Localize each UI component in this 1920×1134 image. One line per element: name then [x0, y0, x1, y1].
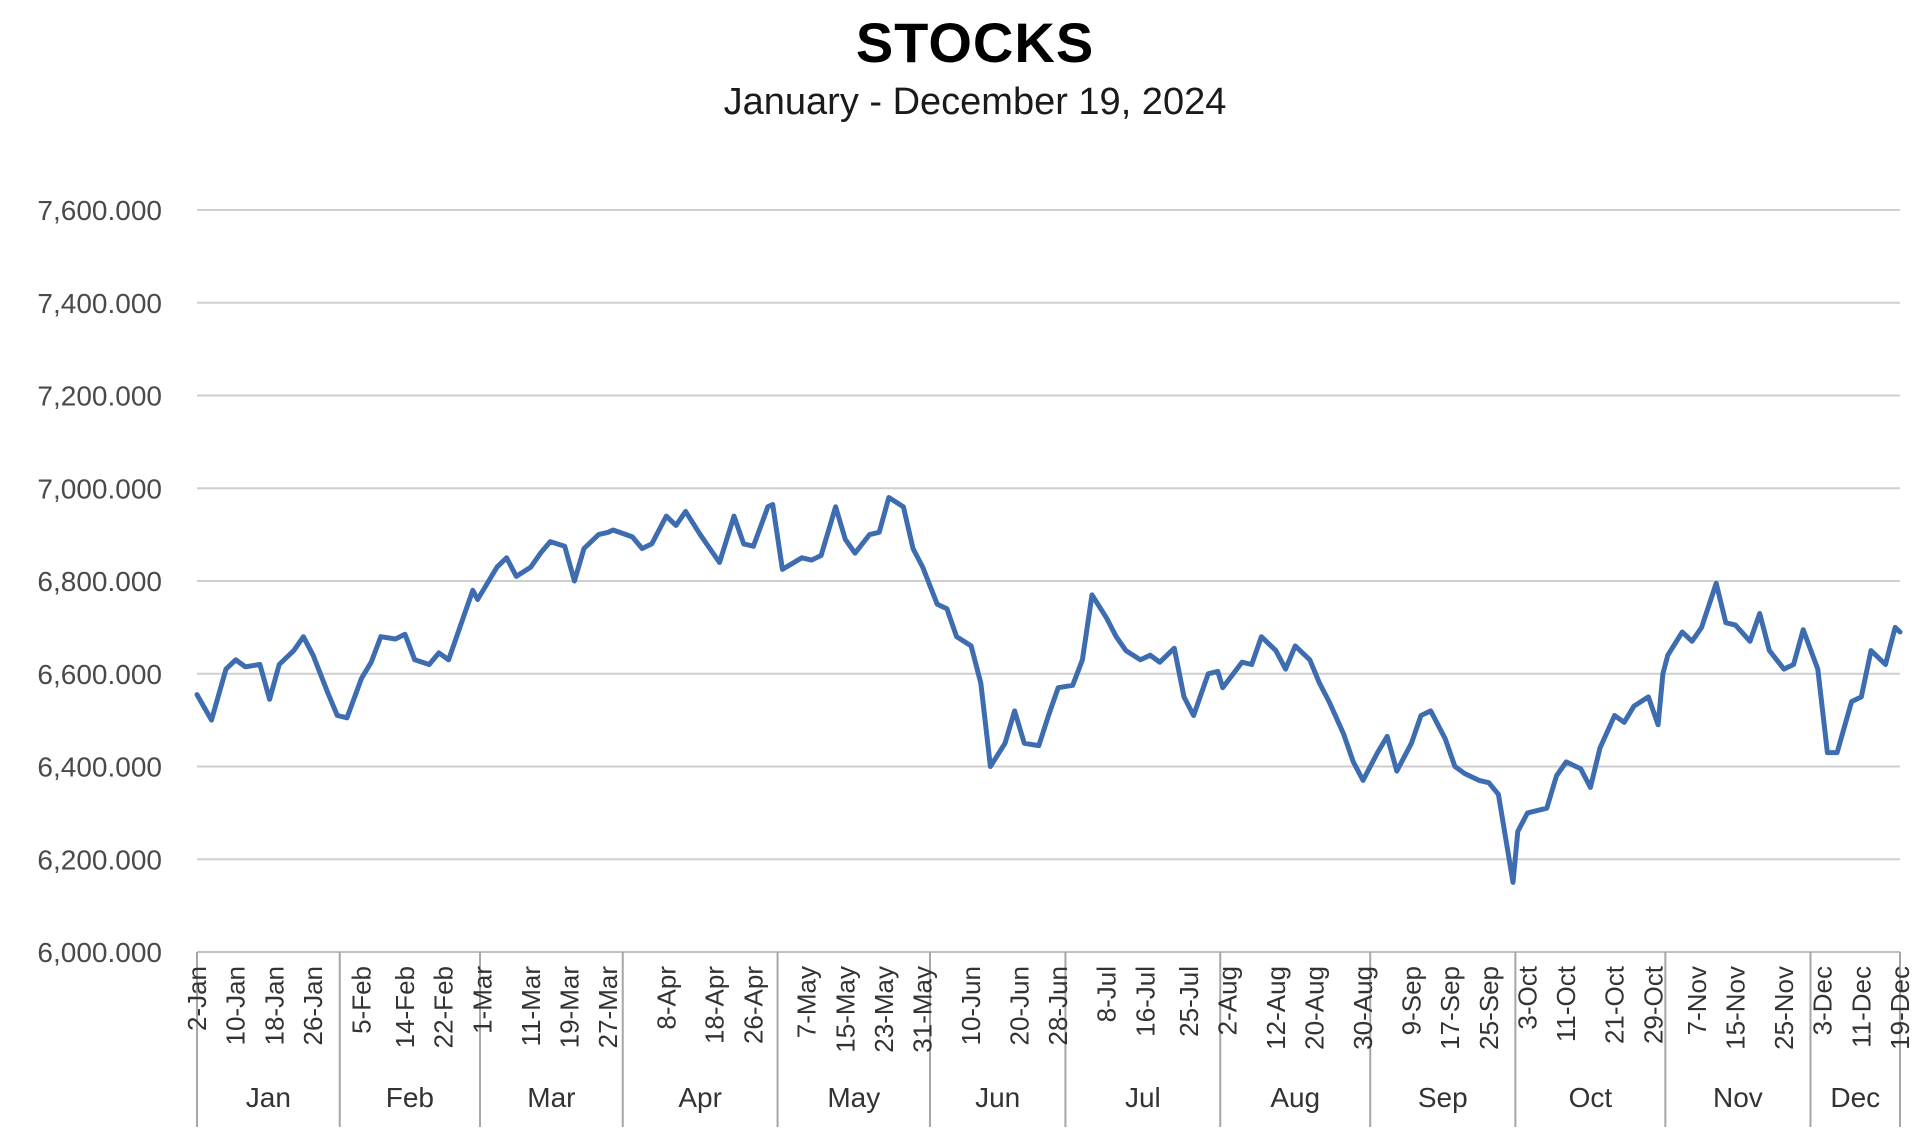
x-tick-label: 8-Jul	[1092, 966, 1122, 1022]
x-tick-label: 21-Oct	[1600, 965, 1630, 1044]
x-tick-label: 20-Aug	[1300, 966, 1330, 1050]
y-tick-label: 7,600.000	[37, 195, 162, 226]
x-tick-label: 8-Apr	[651, 966, 681, 1030]
x-tick-label: 26-Apr	[738, 966, 768, 1044]
x-tick-label: 19-Dec	[1885, 966, 1915, 1050]
x-tick-label: 12-Aug	[1261, 966, 1291, 1050]
month-label: Mar	[527, 1082, 575, 1113]
x-tick-label: 23-May	[869, 966, 899, 1053]
x-tick-label: 9-Sep	[1396, 966, 1426, 1035]
x-tick-label: 25-Sep	[1474, 966, 1504, 1050]
series-stocks	[194, 495, 1903, 885]
month-label: Apr	[678, 1082, 722, 1113]
series-line	[194, 495, 1903, 885]
x-tick-label: 19-Mar	[555, 966, 585, 1049]
month-label: Feb	[386, 1082, 434, 1113]
chart-subtitle: January - December 19, 2024	[724, 81, 1227, 123]
month-label: Aug	[1270, 1082, 1320, 1113]
month-label: Oct	[1569, 1082, 1613, 1113]
x-tick-label: 26-Jan	[298, 966, 328, 1046]
y-tick-label: 6,200.000	[37, 844, 162, 875]
y-tick-label: 6,800.000	[37, 566, 162, 597]
x-axis: Jan Feb Mar Apr May Jun Jul Aug Sep Oct Nov Dec 2-Ja…	[182, 951, 1915, 1127]
x-tick-label: 11-Oct	[1551, 965, 1581, 1042]
x-tick-label: 16-Jul	[1130, 966, 1160, 1037]
x-tick-label: 3-Dec	[1808, 966, 1838, 1035]
x-tick-label: 2-Aug	[1213, 966, 1243, 1035]
x-tick-label: 22-Feb	[429, 966, 459, 1048]
x-tick-label: 31-May	[908, 966, 938, 1053]
month-label: Jul	[1125, 1082, 1161, 1113]
x-tick-label: 11-Dec	[1846, 966, 1876, 1048]
x-tick-label: 29-Oct	[1638, 965, 1668, 1044]
y-tick-label: 7,400.000	[37, 288, 162, 319]
x-tick-label: 11-Mar	[516, 966, 546, 1047]
x-tick-label: 25-Nov	[1769, 966, 1799, 1050]
month-label: May	[827, 1082, 880, 1113]
x-tick-label: 18-Apr	[700, 966, 730, 1044]
month-label: Dec	[1830, 1082, 1880, 1113]
x-tick-label: 20-Jun	[1005, 966, 1035, 1046]
x-tick-label: 2-Jan	[182, 966, 212, 1031]
x-tick-label: 10-Jan	[221, 966, 251, 1046]
month-label: Jan	[246, 1082, 291, 1113]
gridlines	[197, 209, 1900, 861]
y-tick-label: 6,400.000	[37, 752, 162, 783]
x-tick-label: 17-Sep	[1435, 966, 1465, 1050]
month-label: Sep	[1418, 1082, 1468, 1113]
x-tick-label: 7-May	[792, 966, 822, 1038]
x-tick-label: 15-May	[830, 966, 860, 1053]
x-tick-label: 18-Jan	[259, 966, 289, 1046]
y-tick-label: 6,600.000	[37, 659, 162, 690]
x-tick-label: 1-Mar	[467, 966, 497, 1034]
chart-title: STOCKS	[856, 11, 1094, 74]
x-tick-label: 14-Feb	[390, 966, 420, 1048]
x-tick-label: 10-Jun	[956, 966, 986, 1046]
x-tick-label: 3-Oct	[1513, 965, 1543, 1029]
x-tick-label: 15-Nov	[1721, 966, 1751, 1050]
x-tick-label: 7-Nov	[1682, 966, 1712, 1035]
month-label: Jun	[975, 1082, 1020, 1113]
y-axis: 6,000.000 6,200.000 6,400.000 6,600.000 6,80…	[37, 195, 162, 968]
x-tick-label: 5-Feb	[347, 966, 377, 1034]
x-tick-label: 30-Aug	[1348, 966, 1378, 1050]
x-tick-label: 27-Mar	[593, 966, 623, 1049]
x-tick-label: 28-Jun	[1043, 966, 1073, 1046]
y-tick-label: 7,200.000	[37, 381, 162, 412]
month-label: Nov	[1713, 1082, 1763, 1113]
x-tick-label: 25-Jul	[1174, 966, 1204, 1037]
y-tick-label: 6,000.000	[37, 937, 162, 968]
y-tick-label: 7,000.000	[37, 473, 162, 504]
